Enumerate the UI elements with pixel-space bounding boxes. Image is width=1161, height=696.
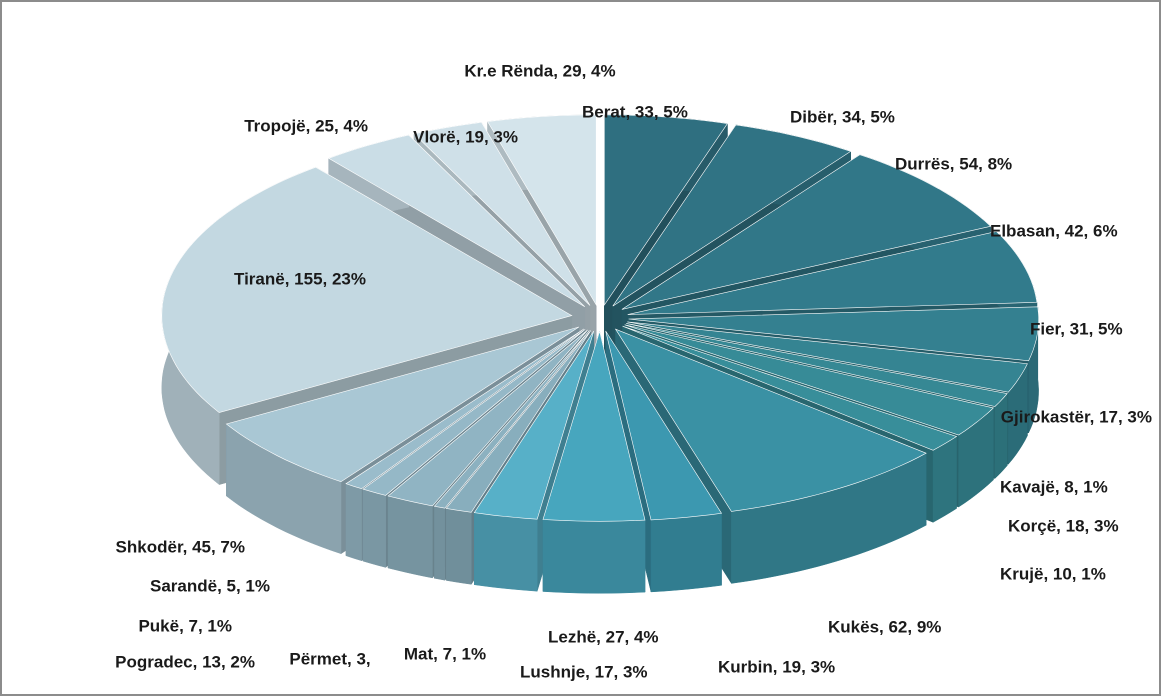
slice-top — [387, 329, 588, 507]
data-label: Shkodër, 45, 7% — [116, 537, 245, 556]
slice — [542, 330, 646, 594]
slice-top — [362, 329, 586, 496]
slice-top — [433, 330, 590, 509]
slice-top — [345, 328, 585, 490]
slice-top — [622, 325, 958, 451]
data-label: Kr.e Rënda, 29, 4% — [464, 61, 615, 80]
data-label: Tiranë, 155, 23% — [234, 269, 366, 288]
data-label: Krujë, 10, 1% — [1000, 564, 1106, 583]
data-label: Kukës, 62, 9% — [828, 617, 941, 636]
data-label: Kurbin, 19, 3% — [718, 657, 835, 676]
data-label: Sarandë, 5, 1% — [150, 576, 270, 595]
slice-wall — [434, 506, 446, 581]
slice-wall — [474, 512, 538, 592]
data-label: Përmet, 3, — [289, 649, 370, 668]
data-label: Vlorë, 19, 3% — [413, 127, 518, 146]
data-label: Gjirokastër, 17, 3% — [1001, 407, 1152, 426]
slice-wall — [345, 483, 362, 562]
slice-wall — [994, 392, 1008, 480]
slice-top — [604, 114, 728, 306]
slice-top — [161, 166, 573, 413]
data-label: Elbasan, 42, 6% — [990, 221, 1118, 240]
slice-wall — [650, 513, 722, 593]
data-label: Lushnje, 17, 3% — [520, 662, 648, 681]
data-label: Fier, 31, 5% — [1030, 319, 1123, 338]
slice-top — [626, 323, 1008, 407]
slice-top — [628, 306, 1039, 362]
data-label: Dibër, 34, 5% — [790, 107, 895, 126]
data-label: Lezhë, 27, 4% — [548, 627, 659, 646]
data-label: Korçë, 18, 3% — [1008, 516, 1119, 535]
slice-top — [473, 330, 595, 520]
slice-top — [627, 231, 1038, 315]
data-label: Tropojë, 25, 4% — [244, 116, 368, 135]
slice-top — [624, 324, 995, 436]
data-label: Pukë, 7, 1% — [138, 616, 232, 635]
data-label: Pogradec, 13, 2% — [115, 652, 255, 671]
slice-top — [614, 328, 927, 512]
slice-top — [542, 330, 646, 522]
slice-wall — [445, 508, 472, 585]
data-label: Mat, 7, 1% — [404, 644, 486, 663]
slice-wall — [542, 519, 646, 594]
slice-top — [413, 121, 591, 306]
slice-top — [225, 326, 580, 483]
slice-top — [627, 321, 1028, 393]
slice-wall — [932, 436, 957, 523]
slice-top — [612, 124, 852, 307]
slice-top — [327, 134, 586, 307]
slice-wall — [362, 488, 386, 568]
data-label: Durrës, 54, 8% — [895, 154, 1012, 173]
slice-top — [445, 330, 592, 513]
slice-wall — [387, 495, 433, 579]
slice-top — [621, 154, 992, 310]
data-label: Berat, 33, 5% — [582, 102, 688, 121]
data-label: Kavajë, 8, 1% — [1000, 477, 1108, 496]
slice-top — [605, 330, 723, 521]
slice-top — [487, 114, 597, 306]
